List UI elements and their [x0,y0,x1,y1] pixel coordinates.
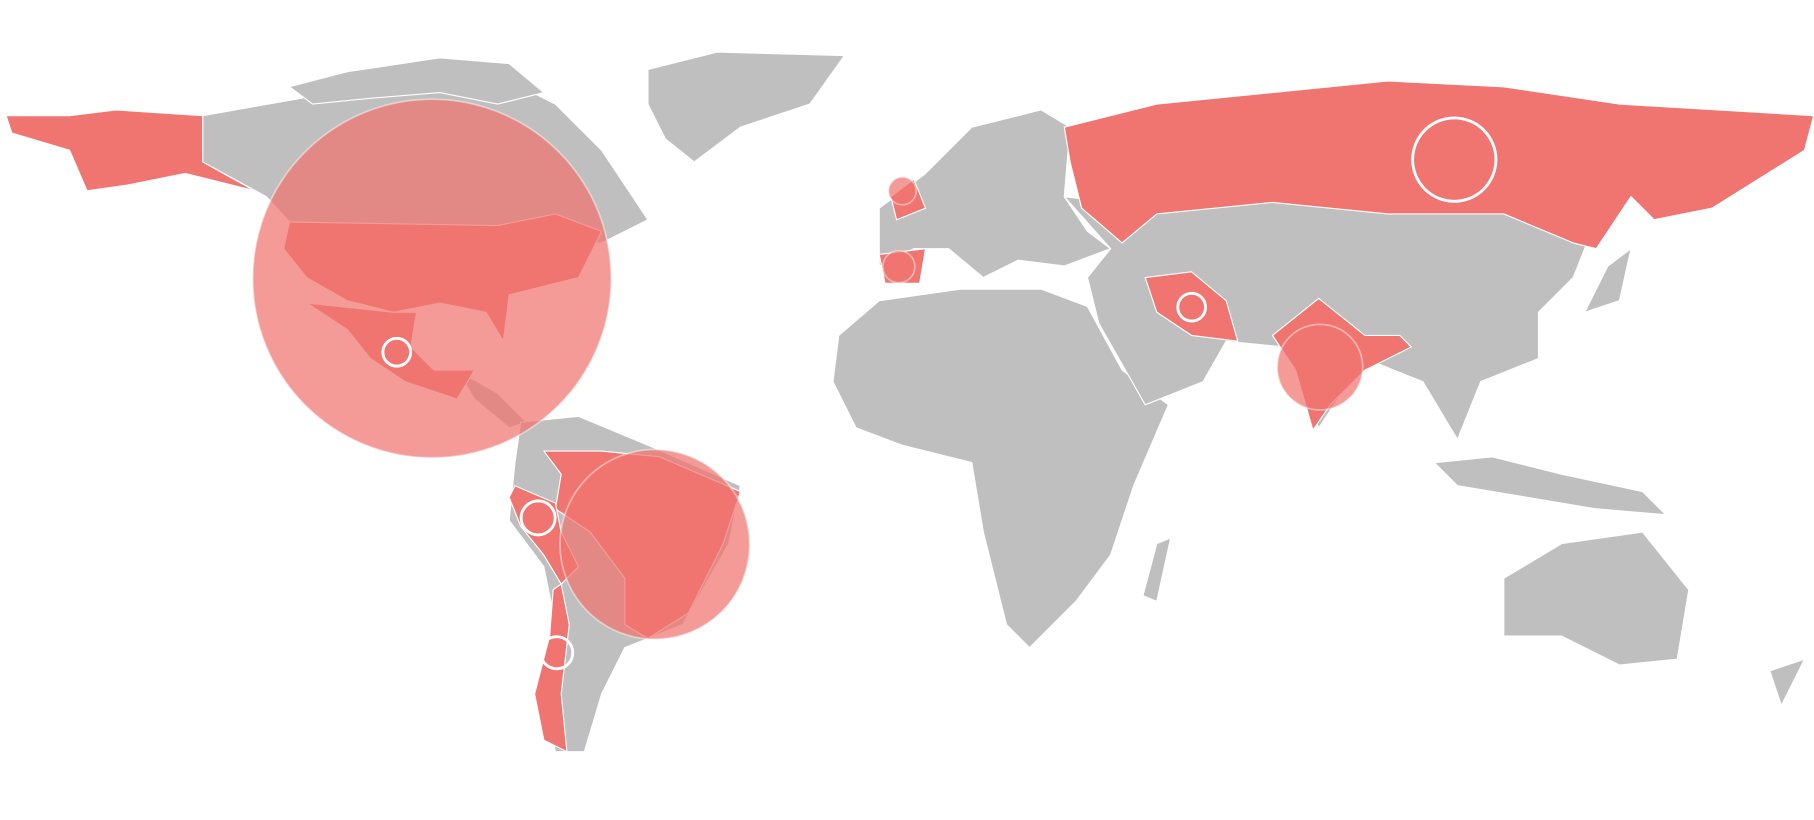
indonesia [1433,456,1667,516]
bubble [251,98,613,459]
bubbles [251,98,1498,671]
bubble [1276,323,1364,411]
alaska [5,109,256,192]
iran [1144,271,1239,342]
new-zealand [1769,658,1806,707]
africa [832,288,1169,649]
bubble [887,176,918,206]
madagascar [1142,537,1172,602]
bubble-ring [381,336,413,368]
bubble [559,448,751,641]
russia [1063,80,1814,250]
japan [1584,248,1632,313]
bubble-ring [1176,291,1207,323]
arctic-islands [288,57,545,105]
bubble [881,249,916,284]
greenland [647,51,846,163]
bubble-ring [519,499,557,537]
bubble-ring [1411,116,1498,203]
bubble-ring [539,635,575,671]
australia [1503,531,1690,666]
